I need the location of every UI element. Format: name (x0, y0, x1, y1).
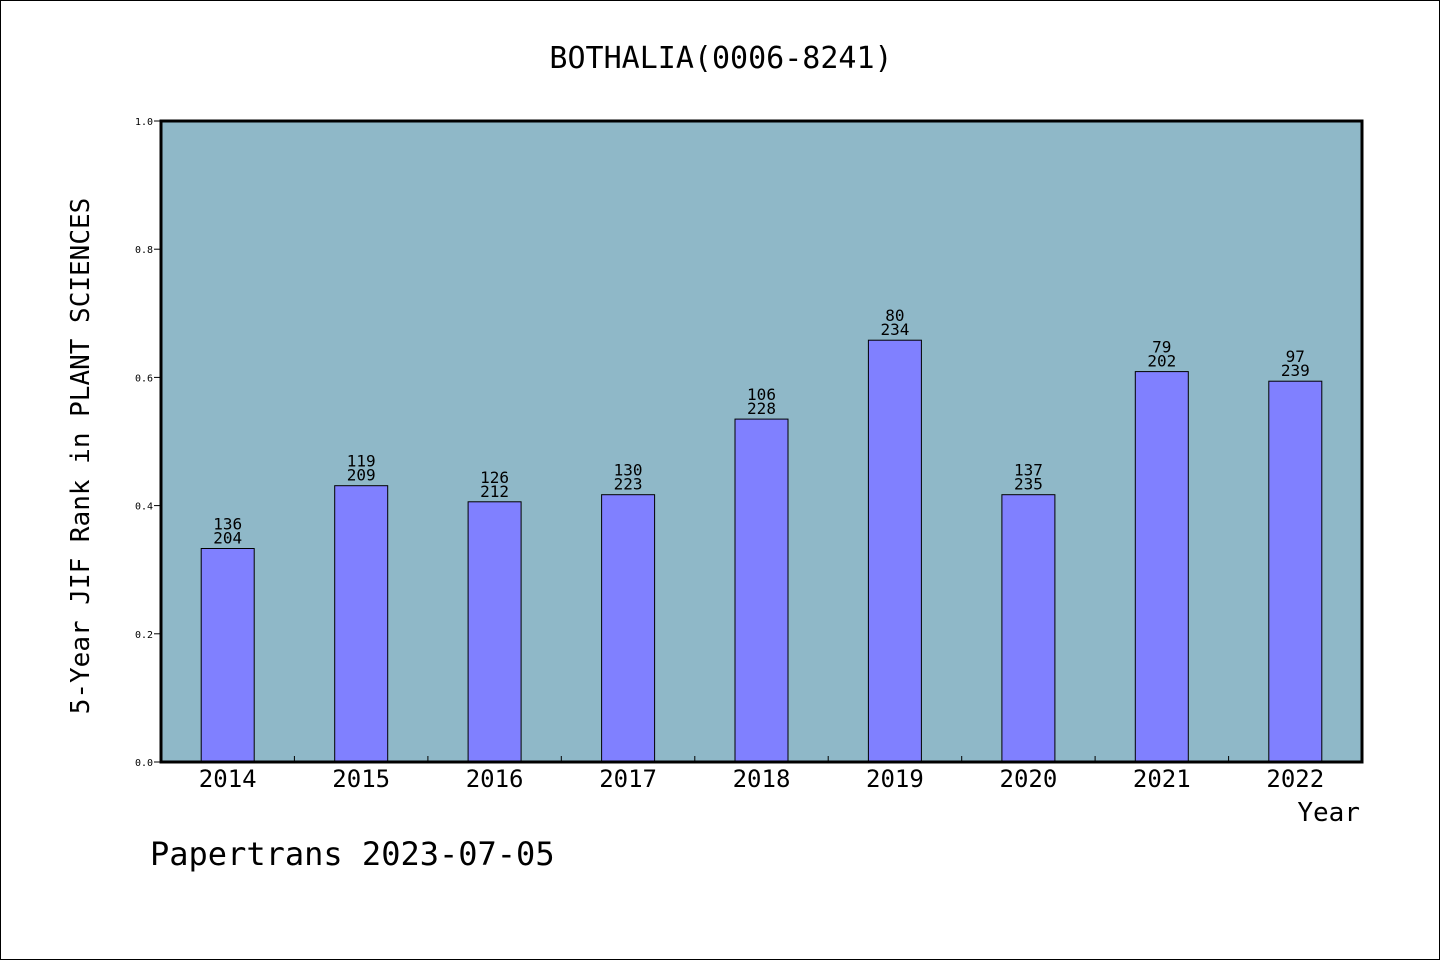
bar-rank-label-2022: 97 (1286, 347, 1305, 366)
bar-2020 (1001, 494, 1056, 763)
x-tick-label-2019: 2019 (866, 765, 924, 793)
bar-total-label-2016: 212 (480, 482, 509, 501)
bar-rank-label-2016: 126 (480, 468, 509, 487)
plot-border (159, 119, 1364, 764)
bar-rank-label-2018: 106 (747, 385, 776, 404)
x-tick-label-2014: 2014 (199, 765, 257, 793)
bar-rank-label-2017: 130 (614, 461, 643, 480)
bar-2018 (734, 418, 789, 763)
x-tick-label-2022: 2022 (1266, 765, 1324, 793)
y-axis-title: 5-Year JIF Rank in PLANT SCIENCES (66, 198, 96, 715)
bar-rank-label-2021: 79 (1152, 338, 1171, 357)
y-tick-label: 0.0 (135, 758, 153, 769)
bar-total-label-2021: 202 (1147, 352, 1176, 371)
bar-total-label-2022: 239 (1281, 361, 1310, 380)
y-tick-label: 0.4 (135, 502, 153, 513)
bar-total-label-2020: 235 (1014, 475, 1043, 494)
bar-rank-label-2014: 136 (213, 515, 242, 534)
x-tick-label-2021: 2021 (1133, 765, 1191, 793)
bar-2017 (601, 494, 656, 763)
bar-rank-label-2015: 119 (347, 452, 376, 471)
bar-2015 (334, 485, 389, 763)
bars-group (200, 339, 1323, 763)
bar-total-label-2015: 209 (347, 466, 376, 485)
y-tick-label: 1.0 (135, 117, 153, 128)
x-tick-label-2017: 2017 (599, 765, 657, 793)
bar-2021 (1134, 371, 1189, 763)
bar-total-label-2018: 228 (747, 399, 776, 418)
y-axis: 0.0 0.2 0.4 0.6 0.8 1.0 (135, 117, 161, 769)
x-axis-title: Year (1297, 798, 1360, 828)
y-tick-label: 0.6 (135, 373, 153, 384)
x-tick-label-2020: 2020 (1000, 765, 1058, 793)
chart-title: BOTHALIA(0006-8241) (549, 41, 892, 76)
x-tick-label-2015: 2015 (332, 765, 390, 793)
bar-2016 (467, 501, 522, 763)
bar-2014 (200, 548, 255, 763)
footer-credit: Papertrans 2023-07-05 (150, 835, 555, 873)
y-tick-label: 0.2 (135, 630, 153, 641)
bar-rank-label-2019: 80 (885, 306, 904, 325)
bar-total-label-2014: 204 (213, 529, 242, 548)
bar-rank-label-2020: 137 (1014, 461, 1043, 480)
bar-total-label-2019: 234 (880, 320, 909, 339)
bar-2019 (867, 339, 922, 763)
x-tick-label-2018: 2018 (733, 765, 791, 793)
y-tick-label: 0.8 (135, 245, 153, 256)
x-axis: 2014 2015 2016 2017 2018 2019 2020 2021 2022 (199, 756, 1324, 793)
bar-total-label-2017: 223 (614, 475, 643, 494)
bar-2022 (1268, 380, 1323, 763)
x-tick-label-2016: 2016 (466, 765, 524, 793)
